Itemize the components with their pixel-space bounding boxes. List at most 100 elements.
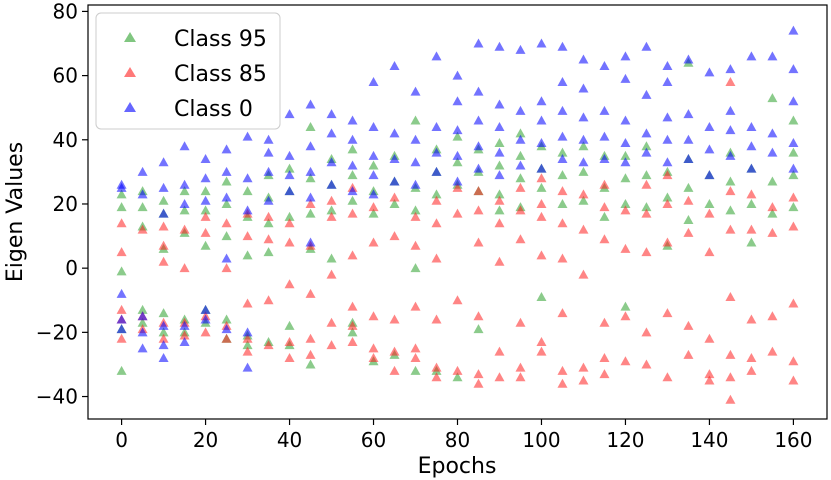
point-class-85 (179, 263, 190, 273)
point-class-0 (704, 67, 715, 77)
point-class-0 (389, 154, 400, 164)
point-class-85 (284, 336, 295, 346)
y-tick-label: −20 (36, 320, 78, 344)
point-class-85 (599, 202, 610, 212)
point-class-0 (368, 170, 379, 180)
point-class-95 (263, 218, 274, 228)
point-class-85 (410, 343, 421, 353)
point-class-0 (746, 141, 757, 151)
point-class-0 (242, 131, 253, 141)
point-class-85 (326, 340, 337, 350)
point-class-0 (158, 208, 169, 218)
point-class-95 (578, 195, 589, 205)
point-class-95 (788, 202, 799, 212)
point-class-0 (410, 179, 421, 189)
point-class-0 (578, 54, 589, 64)
point-class-0 (431, 147, 442, 157)
point-class-95 (557, 147, 568, 157)
point-class-85 (620, 311, 631, 321)
point-class-85 (746, 314, 757, 324)
point-class-85 (599, 179, 610, 189)
point-class-85 (557, 253, 568, 263)
point-class-95 (683, 215, 694, 225)
point-class-85 (515, 372, 526, 382)
y-tick-label: 0 (65, 256, 78, 280)
point-class-0 (389, 128, 400, 138)
point-class-0 (578, 83, 589, 93)
point-class-0 (137, 311, 148, 321)
point-class-85 (305, 288, 316, 298)
point-class-85 (725, 372, 736, 382)
point-class-85 (641, 359, 652, 369)
point-class-85 (200, 327, 211, 337)
point-class-85 (557, 378, 568, 388)
x-tick-label: 20 (193, 428, 218, 452)
point-class-0 (641, 147, 652, 157)
point-class-0 (263, 147, 274, 157)
point-class-0 (389, 60, 400, 70)
point-class-95 (431, 189, 442, 199)
point-class-85 (746, 189, 757, 199)
point-class-95 (515, 128, 526, 138)
point-class-0 (158, 340, 169, 350)
point-class-85 (599, 234, 610, 244)
point-class-85 (494, 372, 505, 382)
point-class-85 (620, 356, 631, 366)
point-class-0 (620, 51, 631, 61)
point-class-95 (158, 195, 169, 205)
point-class-0 (431, 51, 442, 61)
point-class-95 (662, 192, 673, 202)
point-class-0 (179, 198, 190, 208)
point-class-95 (641, 202, 652, 212)
point-class-0 (305, 237, 316, 247)
point-class-95 (410, 365, 421, 375)
point-class-85 (305, 198, 316, 208)
point-class-0 (536, 38, 547, 48)
point-class-85 (452, 182, 463, 192)
point-class-85 (368, 343, 379, 353)
point-class-85 (305, 349, 316, 359)
point-class-85 (704, 208, 715, 218)
point-class-85 (410, 240, 421, 250)
point-class-85 (683, 320, 694, 330)
point-class-0 (746, 163, 757, 173)
point-class-0 (368, 150, 379, 160)
point-class-95 (389, 198, 400, 208)
point-class-95 (767, 176, 778, 186)
point-class-0 (557, 105, 568, 115)
point-class-0 (368, 189, 379, 199)
point-class-0 (620, 73, 631, 83)
point-class-85 (158, 240, 169, 250)
point-class-85 (641, 179, 652, 189)
point-class-95 (746, 237, 757, 247)
point-class-85 (578, 362, 589, 372)
point-class-0 (683, 154, 694, 164)
point-class-85 (221, 218, 232, 228)
point-class-85 (473, 378, 484, 388)
point-class-0 (557, 77, 568, 87)
point-class-85 (494, 195, 505, 205)
point-class-0 (473, 163, 484, 173)
y-tick-label: −40 (36, 385, 78, 409)
point-class-85 (263, 340, 274, 350)
point-class-0 (221, 192, 232, 202)
x-tick-label: 80 (445, 428, 470, 452)
point-class-95 (452, 157, 463, 167)
point-class-85 (494, 218, 505, 228)
point-class-95 (452, 131, 463, 141)
point-class-95 (200, 205, 211, 215)
point-class-85 (221, 333, 232, 343)
point-class-0 (536, 115, 547, 125)
point-class-95 (179, 205, 190, 215)
point-class-95 (116, 365, 127, 375)
point-class-85 (263, 211, 274, 221)
point-class-0 (473, 38, 484, 48)
point-class-0 (263, 195, 274, 205)
x-tick-label: 120 (606, 428, 644, 452)
point-class-85 (473, 369, 484, 379)
point-class-0 (179, 336, 190, 346)
point-class-85 (452, 365, 463, 375)
point-class-95 (767, 93, 778, 103)
point-class-95 (242, 186, 253, 196)
